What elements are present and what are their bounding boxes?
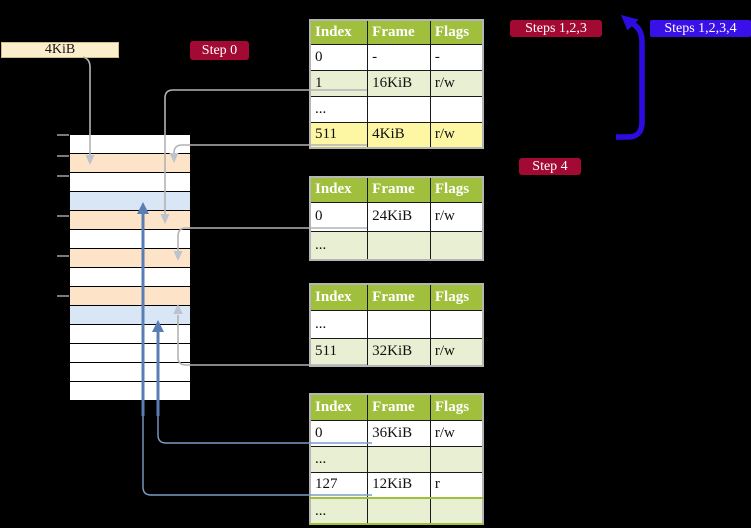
table-row: ... xyxy=(309,497,484,525)
table-row: ... xyxy=(309,230,484,261)
table-cell: 127 xyxy=(309,471,369,499)
page-table-2: Index Frame Flags 0 24KiB r/w... xyxy=(309,176,484,261)
table-cell: ... xyxy=(309,95,369,123)
table-cell: ... xyxy=(309,497,369,525)
table-cell: ... xyxy=(309,230,369,261)
table-cell: r/w xyxy=(429,201,484,232)
step-0-badge: Step 0 xyxy=(190,41,249,60)
table-row: ... xyxy=(309,445,484,473)
steps-1234-label: Steps 1,2,3,4 xyxy=(650,20,751,37)
table-cell xyxy=(429,497,484,525)
table-header-cell: Flags xyxy=(429,283,484,311)
memory-row-white xyxy=(70,382,190,401)
memory-row-peach xyxy=(70,249,190,268)
table-header-cell: Flags xyxy=(429,19,484,45)
table-cell xyxy=(429,309,484,339)
memory-row-peach xyxy=(70,154,190,173)
table-cell: 511 xyxy=(309,121,369,149)
table-header-row: Index Frame Flags xyxy=(309,283,484,311)
table-cell: r/w xyxy=(429,337,484,367)
table-cell: 0 xyxy=(309,201,369,232)
table-header-cell: Index xyxy=(309,19,369,45)
page-table-3: Index Frame Flags... 511 32KiB r/w xyxy=(309,283,484,367)
tick-mark xyxy=(57,295,69,297)
table-cell xyxy=(429,230,484,261)
table-cell xyxy=(429,95,484,123)
table-cell: 1 xyxy=(309,69,369,97)
table-header-cell: Flags xyxy=(429,176,484,203)
table-cell: 12KiB xyxy=(367,471,431,499)
table-cell: 4KiB xyxy=(367,121,431,149)
table-row: 0-- xyxy=(309,43,484,71)
table-header-cell: Frame xyxy=(367,19,431,45)
tick-mark xyxy=(57,155,69,157)
table-header-row: Index Frame Flags xyxy=(309,176,484,203)
table-cell: 511 xyxy=(309,337,369,367)
table-cell: r xyxy=(429,471,484,499)
table-cell: ... xyxy=(309,309,369,339)
memory-row-white xyxy=(70,344,190,363)
table-cell: 36KiB xyxy=(367,419,431,447)
memory-row-peach xyxy=(70,287,190,306)
table-row: 0 24KiB r/w xyxy=(309,201,484,232)
memory-row-blue xyxy=(70,306,190,325)
table-header-cell: Frame xyxy=(367,176,431,203)
table-cell: 24KiB xyxy=(367,201,431,232)
step-4-badge: Step 4 xyxy=(519,158,581,175)
memory-row-white xyxy=(70,135,190,154)
memory-row-white xyxy=(70,363,190,382)
table-cell: r/w xyxy=(429,419,484,447)
table-cell xyxy=(429,445,484,473)
memory-row-white xyxy=(70,325,190,344)
table-row: 1 16KiB r/w xyxy=(309,69,484,97)
table-cell: - xyxy=(367,43,431,71)
table-cell: 32KiB xyxy=(367,337,431,367)
page-table-4: Index Frame Flags 0 36KiB r/w... 127 12KiB r... xyxy=(309,393,484,525)
table-cell xyxy=(367,230,431,261)
tick-mark xyxy=(57,175,69,177)
table-cell xyxy=(367,309,431,339)
memory-row-white xyxy=(70,230,190,249)
table-cell xyxy=(367,95,431,123)
table-cell: 0 xyxy=(309,43,369,71)
table-header-row: Index Frame Flags xyxy=(309,393,484,421)
table-row: 511 4KiB r/w xyxy=(309,121,484,149)
frame-size-label: 4KiB xyxy=(1,42,119,58)
memory-row-white xyxy=(70,268,190,287)
tick-mark xyxy=(57,255,69,257)
table-cell: r/w xyxy=(429,121,484,149)
table-row: 127 12KiB r xyxy=(309,471,484,499)
table-cell xyxy=(367,445,431,473)
table-row: 0 36KiB r/w xyxy=(309,419,484,447)
memory-row-white xyxy=(70,173,190,192)
table-header-row: Index Frame Flags xyxy=(309,19,484,45)
table-header-cell: Flags xyxy=(429,393,484,421)
table-cell: r/w xyxy=(429,69,484,97)
table-cell: 16KiB xyxy=(367,69,431,97)
table-cell: 0 xyxy=(309,419,369,447)
table-header-cell: Index xyxy=(309,176,369,203)
page-table-1: Index Frame Flags 0- -1 16KiB r/w... 511 4KiB r/w xyxy=(309,19,484,149)
steps-123-badge: Steps 1,2,3 xyxy=(510,20,602,37)
table-row: 511 32KiB r/w xyxy=(309,337,484,367)
table-row: ... xyxy=(309,309,484,339)
table-header-cell: Index xyxy=(309,283,369,311)
table-header-cell: Frame xyxy=(367,393,431,421)
table-header-cell: Index xyxy=(309,393,369,421)
memory-row-peach xyxy=(70,211,190,230)
table-row: ... xyxy=(309,95,484,123)
steps-flow-arrow-line xyxy=(616,21,645,140)
table-cell: - xyxy=(429,43,484,71)
table-cell: ... xyxy=(309,445,369,473)
memory-column xyxy=(70,135,190,401)
arrow-up-left-icon xyxy=(621,15,639,31)
table-header-cell: Frame xyxy=(367,283,431,311)
memory-row-blue xyxy=(70,192,190,211)
table-cell xyxy=(367,497,431,525)
tick-mark xyxy=(57,215,69,217)
tick-mark xyxy=(57,134,69,136)
